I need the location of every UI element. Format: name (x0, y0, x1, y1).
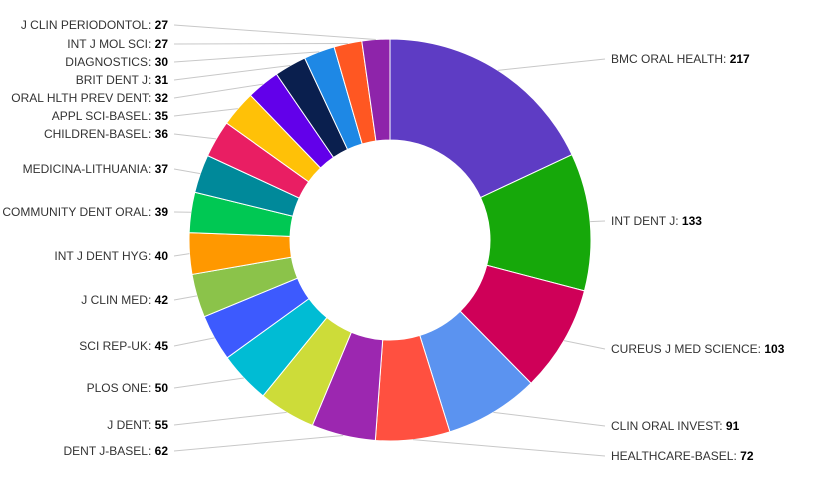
leader-line-j-clin-med (173, 295, 198, 301)
leader-line-bmc-oral-health (497, 58, 606, 71)
label-value: 39 (155, 205, 169, 219)
label-medicina-lithuania: MEDICINA-LITHUANIA: 37 (23, 162, 169, 176)
label-value: 40 (155, 249, 169, 263)
label-value: 103 (764, 342, 784, 356)
slice-j-clin-periodontol[interactable] (361, 38, 391, 142)
label-name: DENT J-BASEL: (64, 444, 155, 458)
label-plos-one: PLOS ONE: 50 (87, 381, 169, 395)
label-oral-hlth-prev-dent: ORAL HLTH PREV DENT: 32 (11, 91, 168, 105)
slices-group (188, 38, 592, 442)
leader-line-j-clin-periodontol (173, 24, 376, 40)
label-diagnostics: DIAGNOSTICS: 30 (65, 55, 168, 69)
label-value: 45 (155, 339, 169, 353)
label-j-dent: J DENT: 55 (107, 418, 168, 432)
label-clin-oral-invest: CLIN ORAL INVEST: 91 (611, 419, 740, 433)
label-healthcare-basel: HEALTHCARE-BASEL: 72 (611, 449, 754, 463)
label-name: COMMUNITY DENT ORAL: (2, 205, 154, 219)
leader-line-brit-dent-j (173, 64, 291, 81)
slice-bmc-oral-health[interactable] (389, 38, 573, 199)
leader-line-healthcare-basel (412, 439, 606, 457)
label-name: INT J DENT HYG: (54, 249, 154, 263)
label-value: 32 (155, 91, 169, 105)
leader-line-plos-one (173, 377, 244, 389)
label-value: 35 (155, 109, 169, 123)
label-name: CHILDREN-BASEL: (44, 127, 155, 141)
leader-line-int-j-mol-sci (173, 42, 348, 45)
label-bmc-oral-health: BMC ORAL HEALTH: 217 (611, 52, 750, 66)
leader-line-j-dent (173, 411, 287, 426)
leader-line-medicina-lithuania (173, 168, 201, 175)
label-name: INT DENT J: (611, 214, 682, 228)
label-brit-dent-j: BRIT DENT J: 31 (76, 73, 169, 87)
labels-group: BMC ORAL HEALTH: 217 INT DENT J: 133 CUREU… (2, 18, 784, 463)
label-int-dent-j: INT DENT J: 133 (611, 214, 702, 228)
leader-line-cureus-j-med-science (563, 340, 606, 350)
leader-line-dent-j-basel (173, 434, 344, 452)
label-name: APPL SCI-BASEL: (52, 109, 155, 123)
label-name: J CLIN PERIODONTOL: (21, 18, 155, 32)
label-children-basel: CHILDREN-BASEL: 36 (44, 127, 168, 141)
label-value: 217 (730, 52, 750, 66)
label-value: 27 (155, 37, 169, 51)
label-j-clin-periodontol: J CLIN PERIODONTOL: 27 (21, 18, 168, 32)
label-value: 36 (155, 127, 169, 141)
label-value: 91 (726, 419, 740, 433)
label-name: ORAL HLTH PREV DENT: (11, 91, 154, 105)
label-j-clin-med: J CLIN MED: 42 (81, 293, 168, 307)
label-name: BRIT DENT J: (76, 73, 155, 87)
label-name: SCI REP-UK: (79, 339, 154, 353)
label-name: CUREUS J MED SCIENCE: (611, 342, 764, 356)
label-name: PLOS ONE: (87, 381, 155, 395)
leader-line-clin-oral-invest (493, 411, 606, 427)
label-name: MEDICINA-LITHUANIA: (23, 162, 155, 176)
label-value: 42 (155, 293, 169, 307)
leader-line-appl-sci-basel (173, 108, 238, 117)
label-value: 72 (740, 449, 754, 463)
leader-line-int-j-dent-hyg (173, 253, 190, 257)
label-name: J CLIN MED: (81, 293, 154, 307)
leader-line-children-basel (173, 133, 217, 140)
label-cureus-j-med-science: CUREUS J MED SCIENCE: 103 (611, 342, 785, 356)
leader-lines-group (173, 24, 606, 457)
label-value: 37 (155, 162, 169, 176)
label-dent-j-basel: DENT J-BASEL: 62 (64, 444, 169, 458)
label-value: 55 (155, 418, 169, 432)
leader-line-diagnostics (173, 51, 320, 63)
leader-line-sci-rep-uk (173, 337, 215, 347)
label-int-j-mol-sci: INT J MOL SCI: 27 (67, 37, 168, 51)
label-value: 27 (155, 18, 169, 32)
label-value: 62 (155, 444, 169, 458)
leader-line-oral-hlth-prev-dent (173, 83, 264, 99)
label-name: INT J MOL SCI: (67, 37, 154, 51)
leader-line-int-dent-j (590, 220, 606, 223)
label-name: J DENT: (107, 418, 154, 432)
label-appl-sci-basel: APPL SCI-BASEL: 35 (52, 109, 169, 123)
label-value: 31 (155, 73, 169, 87)
label-value: 50 (155, 381, 169, 395)
label-value: 30 (155, 55, 169, 69)
label-name: DIAGNOSTICS: (65, 55, 154, 69)
label-name: BMC ORAL HEALTH: (611, 52, 730, 66)
label-community-dent-oral: COMMUNITY DENT ORAL: 39 (2, 205, 168, 219)
label-sci-rep-uk: SCI REP-UK: 45 (79, 339, 168, 353)
label-name: CLIN ORAL INVEST: (611, 419, 726, 433)
label-int-j-dent-hyg: INT J DENT HYG: 40 (54, 249, 168, 263)
label-value: 133 (682, 214, 702, 228)
label-name: HEALTHCARE-BASEL: (611, 449, 740, 463)
